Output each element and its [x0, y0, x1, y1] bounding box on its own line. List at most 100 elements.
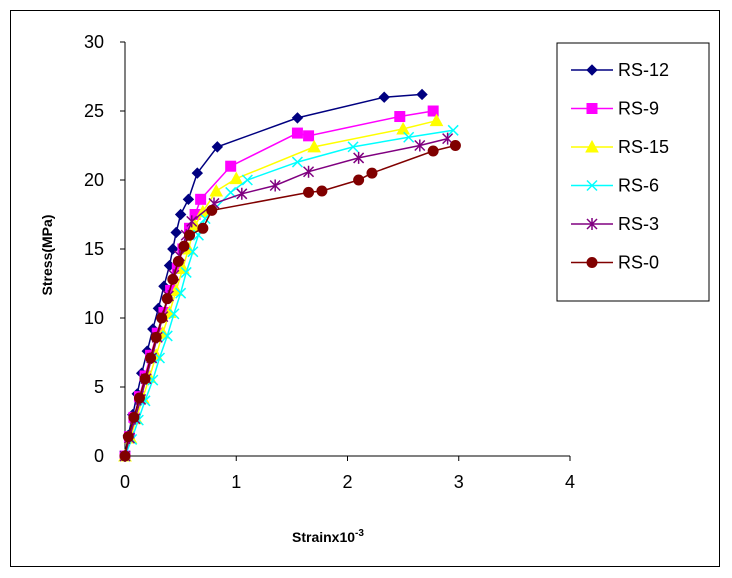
data-point: [206, 204, 218, 216]
legend-marker: [586, 103, 598, 114]
data-point: [291, 127, 303, 139]
legend-marker: [586, 179, 598, 192]
legend-item: RS-9: [571, 99, 659, 119]
y-tick-label: 10: [84, 308, 104, 328]
data-point: [182, 193, 195, 206]
legend-box: [556, 42, 710, 302]
data-point: [156, 312, 168, 324]
x-axis-label: Strainx10-3: [292, 528, 364, 545]
data-point: [396, 121, 410, 135]
x-tick-label: 0: [120, 472, 130, 492]
data-point: [133, 392, 145, 404]
data-point: [199, 213, 211, 225]
legend-label: RS-12: [618, 60, 669, 80]
legend-label: RS-3: [618, 214, 659, 234]
data-point: [316, 185, 328, 197]
data-point: [161, 293, 173, 305]
data-point: [211, 141, 224, 153]
series-rs-0: [119, 140, 461, 462]
data-point: [174, 208, 187, 221]
data-point: [416, 88, 428, 101]
data-point: [119, 450, 131, 462]
data-point: [307, 139, 321, 153]
x-tick-label: 2: [342, 472, 352, 492]
legend-marker: [586, 257, 598, 268]
data-point: [303, 130, 315, 142]
y-axis-label: Stress(MPa): [39, 215, 55, 296]
data-point: [394, 111, 406, 123]
data-point: [414, 139, 426, 152]
legend: RS-12 RS-9 RS-15 RS-6 RS-3 RS-0: [556, 42, 710, 302]
data-point: [191, 167, 204, 179]
data-point: [353, 151, 365, 164]
x-tick-label: 3: [454, 472, 464, 492]
data-point: [366, 167, 378, 179]
data-point: [176, 261, 190, 274]
data-point: [145, 352, 157, 364]
data-point: [186, 215, 198, 228]
y-tick-label: 30: [84, 32, 104, 52]
data-point: [449, 140, 461, 151]
legend-item: RS-3: [571, 214, 659, 234]
legend-label: RS-0: [618, 253, 659, 273]
data-point: [442, 132, 454, 145]
y-ticks: 0 5 10 15 20 25 30: [84, 32, 125, 466]
x-axis-label-text: Strainx10: [292, 529, 355, 545]
series-line: [124, 144, 456, 457]
legend-label: RS-15: [618, 137, 669, 157]
data-point: [303, 165, 315, 178]
data-point: [291, 156, 303, 168]
data-point: [184, 229, 196, 241]
data-point: [161, 330, 173, 342]
legend-item: RS-15: [571, 137, 669, 157]
y-tick-label: 5: [94, 377, 104, 397]
data-point: [427, 145, 439, 157]
data-point: [172, 255, 184, 267]
x-ticks: 0 1 2 3 4: [120, 456, 575, 492]
legend-marker: [585, 139, 599, 153]
data-point: [197, 222, 209, 234]
legend-item: RS-6: [571, 176, 659, 196]
data-point: [225, 160, 237, 172]
data-point: [167, 273, 179, 285]
data-point: [175, 287, 187, 299]
legend-label: RS-6: [618, 176, 659, 196]
data-point: [128, 411, 140, 423]
x-tick-label: 1: [231, 472, 241, 492]
series-layer: [118, 88, 461, 462]
data-point: [180, 266, 192, 278]
data-point: [403, 131, 415, 143]
data-point: [447, 124, 459, 136]
data-point: [209, 183, 224, 197]
axes: 0 5 10 15 20 25 30 0 1 2 3 4: [84, 32, 575, 492]
y-tick-label: 15: [84, 239, 104, 259]
legend-marker: [586, 218, 598, 230]
data-point: [378, 91, 390, 103]
x-axis-label-superscript: -3: [355, 528, 364, 539]
data-point: [241, 174, 253, 186]
data-point: [153, 352, 166, 364]
x-tick-label: 4: [565, 472, 575, 492]
data-point: [291, 112, 304, 124]
data-point: [429, 113, 444, 127]
data-point: [150, 331, 162, 343]
legend-item: RS-12: [571, 60, 669, 80]
data-point: [347, 141, 359, 153]
legend-marker: [586, 64, 598, 76]
series-rs-9: [119, 105, 439, 462]
y-tick-label: 0: [94, 446, 104, 466]
data-point: [427, 105, 439, 117]
y-tick-label: 20: [84, 170, 104, 190]
legend-item: RS-0: [571, 253, 659, 273]
data-point: [187, 246, 199, 258]
data-point: [178, 240, 190, 252]
y-tick-label: 25: [84, 101, 104, 121]
data-point: [229, 171, 244, 185]
data-point: [195, 193, 207, 205]
data-point: [353, 174, 365, 186]
data-point: [303, 186, 315, 198]
data-point: [170, 226, 182, 239]
data-point: [122, 431, 134, 443]
data-point: [168, 308, 180, 320]
